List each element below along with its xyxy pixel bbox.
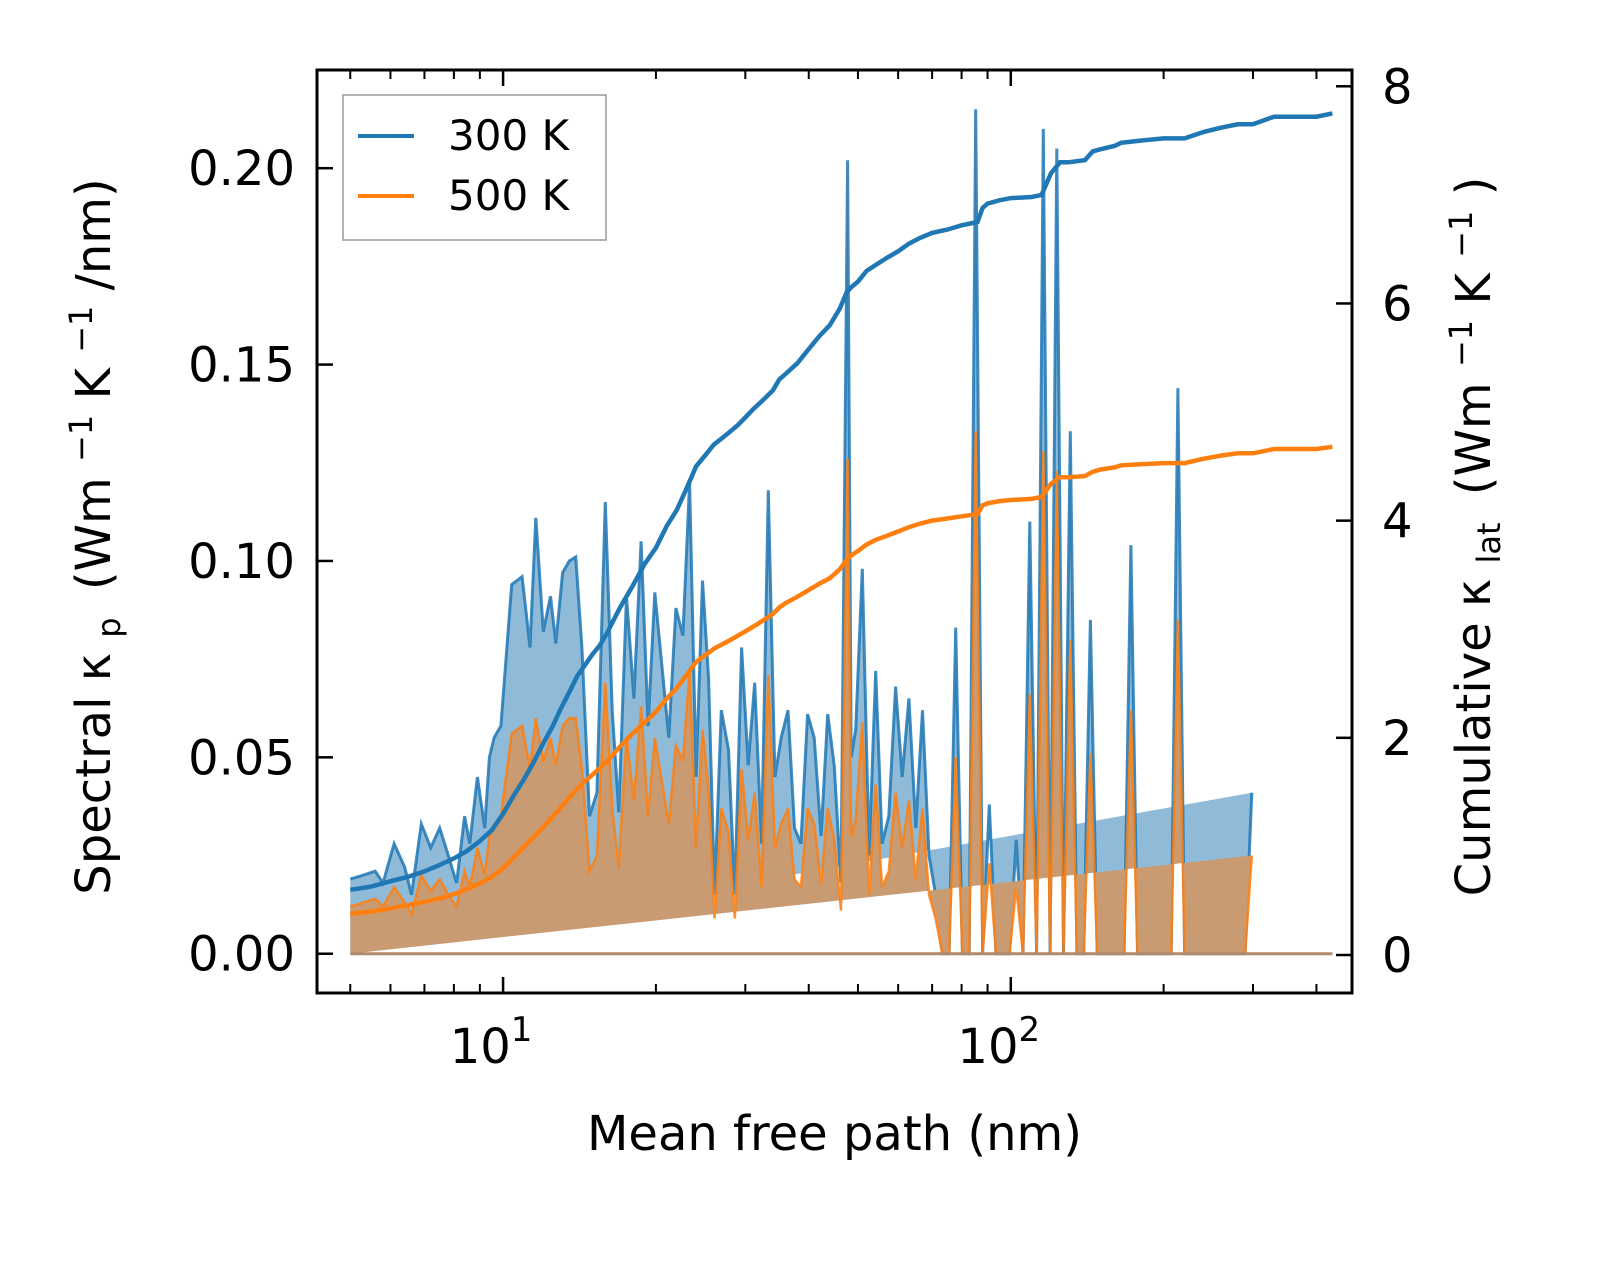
y-right-tick-label: 0 — [1382, 928, 1413, 984]
x-tick-label-base: 10 — [957, 1019, 1018, 1075]
x-tick-label: 102 — [957, 1010, 1040, 1075]
plot-area — [349, 109, 1333, 956]
y-right-tick-label: 2 — [1382, 711, 1413, 767]
y-left-label-tail: /nm) — [66, 178, 122, 290]
y-right-label-superscript-1: −1 — [1442, 320, 1480, 367]
y-right-tick-label: 8 — [1382, 59, 1413, 115]
spectral-area-500K — [350, 431, 1252, 954]
legend-box — [342, 94, 607, 241]
y-left-tick-label: 0.05 — [188, 730, 295, 786]
y-right-tick-label: 4 — [1382, 494, 1413, 550]
y-left-axis-label: Spectral κ p (Wm −1 K −1 /nm) — [48, 178, 132, 894]
y-left-tick-label: 0.10 — [188, 534, 295, 590]
y-left-tick-label: 0.00 — [188, 927, 295, 983]
y-right-label-prefix: Cumulative κ — [1446, 579, 1502, 897]
legend-label-300K: 300 K — [448, 111, 571, 160]
cumulative-line-500K — [350, 444, 1333, 916]
legend-label-500K: 500 K — [448, 171, 571, 220]
x-tick-label: 101 — [450, 1010, 533, 1075]
y-right-label-tail: ) — [1446, 177, 1502, 196]
cumulative-line-300K — [349, 111, 1333, 893]
y-right-axis-label: Cumulative κ lat (Wm −1 K −1 ) — [1428, 177, 1512, 897]
y-right-label-superscript-2: −1 — [1442, 211, 1480, 258]
y-left-label-superscript-2: −1 — [62, 306, 100, 353]
legend: 300 K 500 K — [342, 94, 607, 241]
x-tick-label-base: 10 — [450, 1019, 511, 1075]
y-left-label-unit: (Wm — [66, 477, 122, 590]
y-left-label-prefix: Spectral κ — [66, 653, 122, 895]
x-tick-label-exponent: 1 — [511, 1010, 533, 1050]
y-right-label-unit: (Wm — [1446, 382, 1502, 495]
axes-frame — [315, 68, 1354, 995]
y-left-tick-label: 0.15 — [188, 338, 295, 394]
y-right-tick-label: 6 — [1382, 276, 1413, 332]
x-tick-label-exponent: 2 — [1018, 1010, 1040, 1050]
y-left-tick-label: 0.20 — [188, 141, 295, 197]
y-right-label-subscript: lat — [1470, 523, 1508, 564]
y-left-label-superscript-1: −1 — [62, 415, 100, 462]
y-right-label-mid: K — [1446, 272, 1502, 305]
x-axis-label: Mean free path (nm) — [587, 1106, 1082, 1162]
y-left-label-mid: K — [66, 367, 122, 400]
y-left-label-subscript: p — [90, 617, 128, 637]
